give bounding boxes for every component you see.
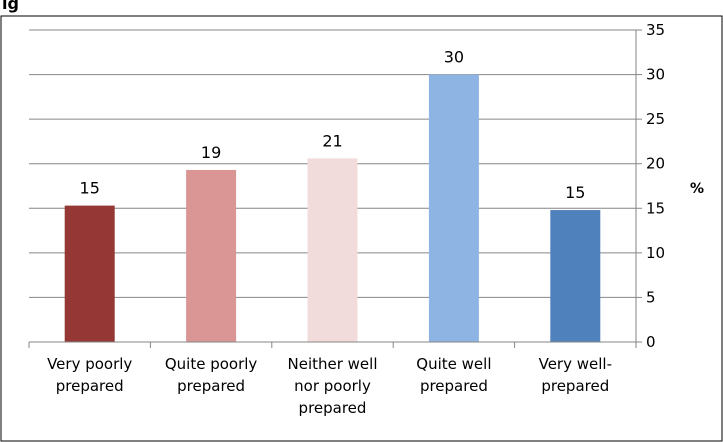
y-tick-label: 15 <box>646 199 665 217</box>
y-tick-label: 0 <box>646 333 656 351</box>
labels: 0 5 10 15 20 25 30 35 15 Very poorly prepared 19 Qui… <box>47 21 665 417</box>
bar <box>186 169 237 342</box>
y-tick-label: 10 <box>646 244 665 262</box>
x-tick-label: Neither well nor poorly prepared <box>288 355 378 417</box>
bar <box>64 205 115 342</box>
y-tick-label: 20 <box>646 155 665 173</box>
bar <box>428 74 479 343</box>
y-tick-label: 30 <box>646 66 665 84</box>
grid-lines <box>29 29 636 298</box>
y-tick-label: 25 <box>646 110 665 128</box>
chart-border <box>0 15 723 442</box>
x-tick-label: Very poorly prepared <box>47 355 132 395</box>
axes <box>28 29 642 348</box>
y-tick-label: 35 <box>646 21 665 39</box>
data-label: 21 <box>322 131 342 150</box>
bar <box>307 158 358 342</box>
x-tick-label: Quite well prepared <box>416 355 491 395</box>
data-label: 15 <box>565 183 585 202</box>
data-label: 15 <box>80 179 100 198</box>
chart-title: ig <box>2 0 19 13</box>
y-axis-label: % <box>690 181 704 197</box>
y-tick-label: 5 <box>646 288 656 306</box>
x-tick-label: Quite poorly prepared <box>165 355 258 395</box>
data-label: 19 <box>201 143 221 162</box>
bar <box>550 210 601 342</box>
bars <box>64 74 601 343</box>
data-label: 30 <box>444 48 464 67</box>
x-tick-label: Very well-prepared <box>539 355 612 395</box>
